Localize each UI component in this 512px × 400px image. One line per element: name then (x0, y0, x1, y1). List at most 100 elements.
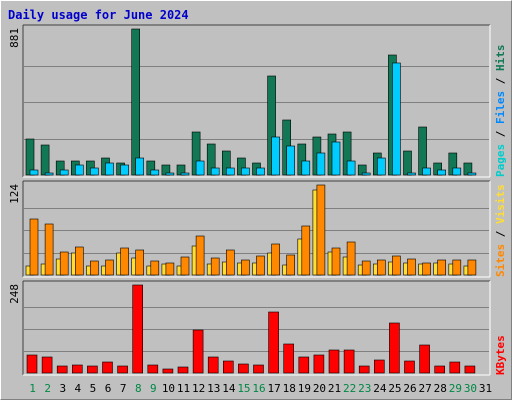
bar-kbytes-day-1 (26, 354, 38, 374)
bar-kbytes-day-2 (41, 356, 53, 374)
bar-files-day-29 (452, 167, 462, 176)
x-tick-label-day-7: 7 (120, 382, 127, 395)
bar-kbytes-day-16 (253, 364, 264, 374)
bar-sites-day-27 (422, 262, 431, 276)
bar-hits-day-1 (25, 138, 35, 176)
bar-kbytes-day-13 (207, 356, 219, 374)
bar-sites-day-21 (331, 247, 341, 276)
x-tick-label-day-27: 27 (419, 382, 432, 395)
x-tick-label-day-20: 20 (313, 382, 326, 395)
bar-kbytes-day-29 (449, 361, 461, 374)
legend-label: Sites / Visits (494, 184, 507, 277)
bar-kbytes-day-26 (404, 360, 415, 374)
bar-sites-day-12 (195, 235, 205, 276)
bar-files-day-8 (135, 157, 144, 176)
panel-background (23, 281, 490, 375)
bar-kbytes-day-10 (162, 368, 174, 374)
bar-kbytes-day-3 (56, 365, 68, 374)
x-tick-label-day-19: 19 (298, 382, 311, 395)
bar-kbytes-day-28 (434, 365, 446, 374)
bar-files-day-13 (210, 167, 220, 176)
x-tick-label-day-17: 17 (268, 382, 281, 395)
bar-hits-day-8 (131, 28, 140, 176)
bar-files-day-28 (437, 169, 447, 176)
bar-kbytes-day-6 (102, 361, 113, 374)
x-tick-label-day-5: 5 (90, 382, 97, 395)
panel-kbytes: 248 KBytes (8, 280, 507, 376)
bar-files-day-23 (361, 172, 371, 176)
legend-label: Pages / Files / Hits (494, 45, 507, 178)
bar-files-day-10 (165, 172, 175, 176)
bar-kbytes-day-7 (117, 365, 128, 374)
bar-kbytes-day-18 (283, 343, 295, 374)
bar-kbytes-day-14 (223, 360, 234, 374)
bar-kbytes-day-9 (147, 364, 159, 374)
bar-kbytes-day-21 (328, 349, 340, 374)
bar-sites-day-7 (120, 247, 129, 276)
bar-sites-day-11 (180, 256, 190, 276)
bar-files-day-6 (105, 162, 114, 176)
bar-kbytes-day-11 (177, 366, 189, 374)
bar-kbytes-day-17 (268, 311, 279, 374)
bar-sites-day-15 (241, 259, 250, 276)
bar-sites-day-13 (210, 257, 220, 276)
bar-files-day-25 (392, 62, 401, 176)
bar-files-day-4 (75, 164, 84, 176)
bar-files-day-7 (120, 164, 129, 176)
x-tick-label-day-30: 30 (464, 382, 477, 395)
bar-files-day-9 (150, 169, 160, 176)
bar-kbytes-day-30 (464, 365, 476, 374)
bar-sites-day-22 (346, 241, 356, 276)
bar-sites-day-17 (271, 243, 280, 276)
x-tick-label-day-13: 13 (207, 382, 220, 395)
bar-files-day-27 (422, 167, 431, 176)
bar-files-day-11 (180, 172, 190, 176)
bar-kbytes-day-27 (419, 344, 430, 374)
x-tick-label-day-23: 23 (358, 382, 371, 395)
bar-files-day-12 (195, 160, 205, 176)
x-tick-label-day-11: 11 (177, 382, 190, 395)
x-tick-label-day-10: 10 (162, 382, 175, 395)
bar-kbytes-day-25 (389, 322, 400, 374)
bar-kbytes-day-23 (358, 365, 370, 374)
x-tick-label-day-1: 1 (29, 382, 36, 395)
x-tick-label-day-4: 4 (75, 382, 82, 395)
bar-kbytes-day-20 (313, 354, 325, 374)
bar-files-day-18 (286, 145, 296, 176)
bar-sites-day-5 (90, 260, 99, 276)
bar-files-day-3 (59, 169, 69, 176)
bar-files-day-14 (226, 167, 235, 176)
bar-sites-day-8 (135, 249, 144, 276)
bar-sites-day-18 (286, 254, 296, 276)
legend-visits: Visits (494, 184, 507, 224)
bar-kbytes-day-22 (343, 349, 355, 374)
bar-sites-day-4 (75, 246, 84, 276)
x-tick-label-day-9: 9 (150, 382, 157, 395)
x-tick-label-day-14: 14 (222, 382, 236, 395)
x-tick-label-day-24: 24 (373, 382, 387, 395)
legend-files: Files (494, 91, 507, 124)
x-tick-label-day-3: 3 (59, 382, 66, 395)
x-tick-label-day-26: 26 (403, 382, 416, 395)
x-tick-label-day-12: 12 (192, 382, 205, 395)
panel-background (23, 25, 490, 177)
x-tick-label-day-21: 21 (328, 382, 341, 395)
bar-files-day-22 (346, 160, 356, 176)
bar-kbytes-day-8 (132, 284, 143, 374)
bar-files-day-15 (241, 167, 250, 176)
bar-sites-day-23 (361, 260, 371, 276)
bar-sites-day-24 (376, 259, 386, 276)
bar-kbytes-day-19 (298, 356, 310, 374)
panel-visits-sites: 124 Sites / Visits (8, 180, 507, 278)
panel-pages-files-hits: 881 Pages / Files / Hits (8, 24, 507, 178)
x-tick-label-day-22: 22 (343, 382, 356, 395)
x-tick-label-day-28: 28 (434, 382, 447, 395)
bar-files-day-17 (271, 136, 280, 176)
legend-hits: Hits (494, 45, 507, 72)
bar-files-day-30 (467, 172, 477, 176)
bar-sites-day-25 (392, 255, 401, 276)
bar-kbytes-day-24 (373, 359, 385, 374)
x-tick-label-day-8: 8 (135, 382, 142, 395)
legend-separator: / (494, 224, 507, 244)
bar-sites-day-26 (407, 258, 416, 276)
